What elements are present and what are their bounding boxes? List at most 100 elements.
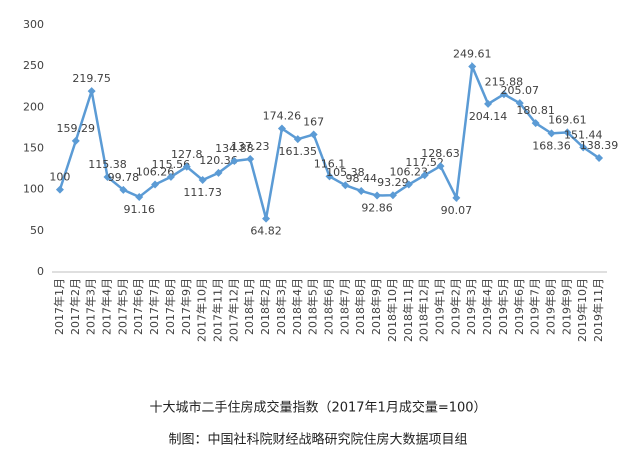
marker bbox=[452, 193, 461, 202]
data-label: 174.26 bbox=[263, 110, 302, 123]
y-tick-label: 0 bbox=[37, 265, 44, 278]
x-tick-label: 2019年9月 bbox=[559, 278, 573, 335]
marker bbox=[404, 180, 413, 189]
marker bbox=[357, 186, 366, 195]
marker bbox=[166, 172, 175, 181]
marker bbox=[151, 180, 160, 189]
x-tick-label: 2018年2月 bbox=[258, 278, 272, 335]
data-label: 215.88 bbox=[485, 75, 524, 88]
data-label: 117.52 bbox=[405, 156, 444, 169]
data-label: 105.38 bbox=[326, 166, 365, 179]
data-label: 92.86 bbox=[361, 202, 393, 215]
marker bbox=[468, 62, 477, 71]
marker bbox=[531, 119, 540, 128]
marker bbox=[293, 135, 302, 144]
data-label: 64.82 bbox=[250, 225, 282, 238]
marker bbox=[119, 185, 128, 194]
marker bbox=[547, 129, 556, 138]
marker bbox=[499, 90, 508, 99]
data-label: 111.73 bbox=[183, 186, 222, 199]
x-tick-label: 2019年7月 bbox=[528, 278, 542, 335]
x-tick-label: 2019年8月 bbox=[544, 278, 558, 335]
x-tick-label: 2017年6月 bbox=[131, 278, 145, 335]
marker bbox=[103, 173, 112, 182]
y-tick-label: 200 bbox=[23, 100, 44, 113]
x-tick-label: 2018年12月 bbox=[417, 278, 431, 342]
x-tick-label: 2019年11月 bbox=[591, 278, 605, 342]
data-label: 91.16 bbox=[123, 203, 155, 216]
marker bbox=[135, 192, 144, 201]
x-tick-label: 2018年6月 bbox=[322, 278, 336, 335]
marker bbox=[341, 181, 350, 190]
marker bbox=[198, 176, 207, 185]
chart-title: 十大城市二手住房成交量指数（2017年1月成交量=100） bbox=[149, 400, 486, 416]
marker bbox=[262, 214, 271, 223]
data-label: 120.36 bbox=[199, 154, 238, 167]
x-tick-label: 2017年2月 bbox=[68, 278, 82, 335]
x-tick-label: 2019年6月 bbox=[512, 278, 526, 335]
data-label: 137.23 bbox=[231, 140, 270, 153]
marker bbox=[388, 191, 397, 200]
data-label: 138.39 bbox=[580, 139, 619, 152]
marker bbox=[214, 168, 223, 177]
data-label: 115.38 bbox=[88, 158, 127, 171]
x-tick-label: 2018年5月 bbox=[306, 278, 320, 335]
data-label: 106.26 bbox=[136, 166, 175, 179]
data-label: 115.56 bbox=[152, 158, 191, 171]
marker bbox=[563, 128, 572, 137]
x-tick-label: 2019年3月 bbox=[464, 278, 478, 335]
data-label: 127.8 bbox=[171, 148, 203, 161]
marker bbox=[325, 172, 334, 181]
y-tick-label: 150 bbox=[23, 142, 44, 155]
data-label: 116.1 bbox=[314, 157, 346, 170]
x-tick-label: 2019年5月 bbox=[496, 278, 510, 335]
marker bbox=[579, 143, 588, 152]
x-tick-label: 2018年8月 bbox=[353, 278, 367, 335]
data-label: 99.78 bbox=[108, 171, 140, 184]
marker bbox=[436, 162, 445, 171]
data-label: 161.35 bbox=[279, 145, 318, 158]
chart-source: 制图：中国社科院财经战略研究院住房大数据项目组 bbox=[168, 432, 467, 448]
data-label: 98.44 bbox=[345, 172, 377, 185]
data-label: 93.29 bbox=[377, 176, 409, 189]
marker bbox=[182, 162, 191, 171]
data-label: 249.61 bbox=[453, 47, 492, 60]
x-tick-label: 2017年10月 bbox=[195, 278, 209, 342]
marker bbox=[277, 124, 286, 133]
x-tick-label: 2019年4月 bbox=[480, 278, 494, 335]
data-label: 204.14 bbox=[469, 110, 508, 123]
data-label: 151.44 bbox=[564, 128, 603, 141]
x-tick-label: 2017年9月 bbox=[179, 278, 193, 335]
data-label: 167 bbox=[303, 116, 324, 129]
x-tick-label: 2017年12月 bbox=[226, 278, 240, 342]
x-tick-label: 2017年7月 bbox=[147, 278, 161, 335]
x-tick-label: 2019年2月 bbox=[448, 278, 462, 335]
marker bbox=[55, 185, 64, 194]
x-tick-label: 2017年4月 bbox=[100, 278, 114, 335]
y-tick-label: 250 bbox=[23, 59, 44, 72]
marker bbox=[230, 156, 239, 165]
x-tick-label: 2017年8月 bbox=[163, 278, 177, 335]
data-label: 180.81 bbox=[516, 104, 555, 117]
x-tick-label: 2018年11月 bbox=[401, 278, 415, 342]
data-label: 169.61 bbox=[548, 113, 587, 126]
y-tick-label: 50 bbox=[30, 224, 44, 237]
data-label: 205.07 bbox=[501, 84, 540, 97]
marker bbox=[373, 191, 382, 200]
marker bbox=[246, 155, 255, 164]
data-label: 106.23 bbox=[390, 166, 429, 179]
data-label: 90.07 bbox=[441, 204, 473, 217]
x-tick-label: 2018年1月 bbox=[242, 278, 256, 335]
y-tick-label: 300 bbox=[23, 18, 44, 31]
x-tick-label: 2018年9月 bbox=[369, 278, 383, 335]
x-tick-label: 2017年1月 bbox=[52, 278, 66, 335]
x-tick-label: 2018年10月 bbox=[385, 278, 399, 342]
x-tick-label: 2017年3月 bbox=[84, 278, 98, 335]
x-tick-label: 2018年7月 bbox=[337, 278, 351, 335]
marker bbox=[515, 99, 524, 108]
y-tick-label: 100 bbox=[23, 183, 44, 196]
marker bbox=[71, 136, 80, 145]
data-label: 128.63 bbox=[421, 147, 460, 160]
marker bbox=[420, 171, 429, 180]
